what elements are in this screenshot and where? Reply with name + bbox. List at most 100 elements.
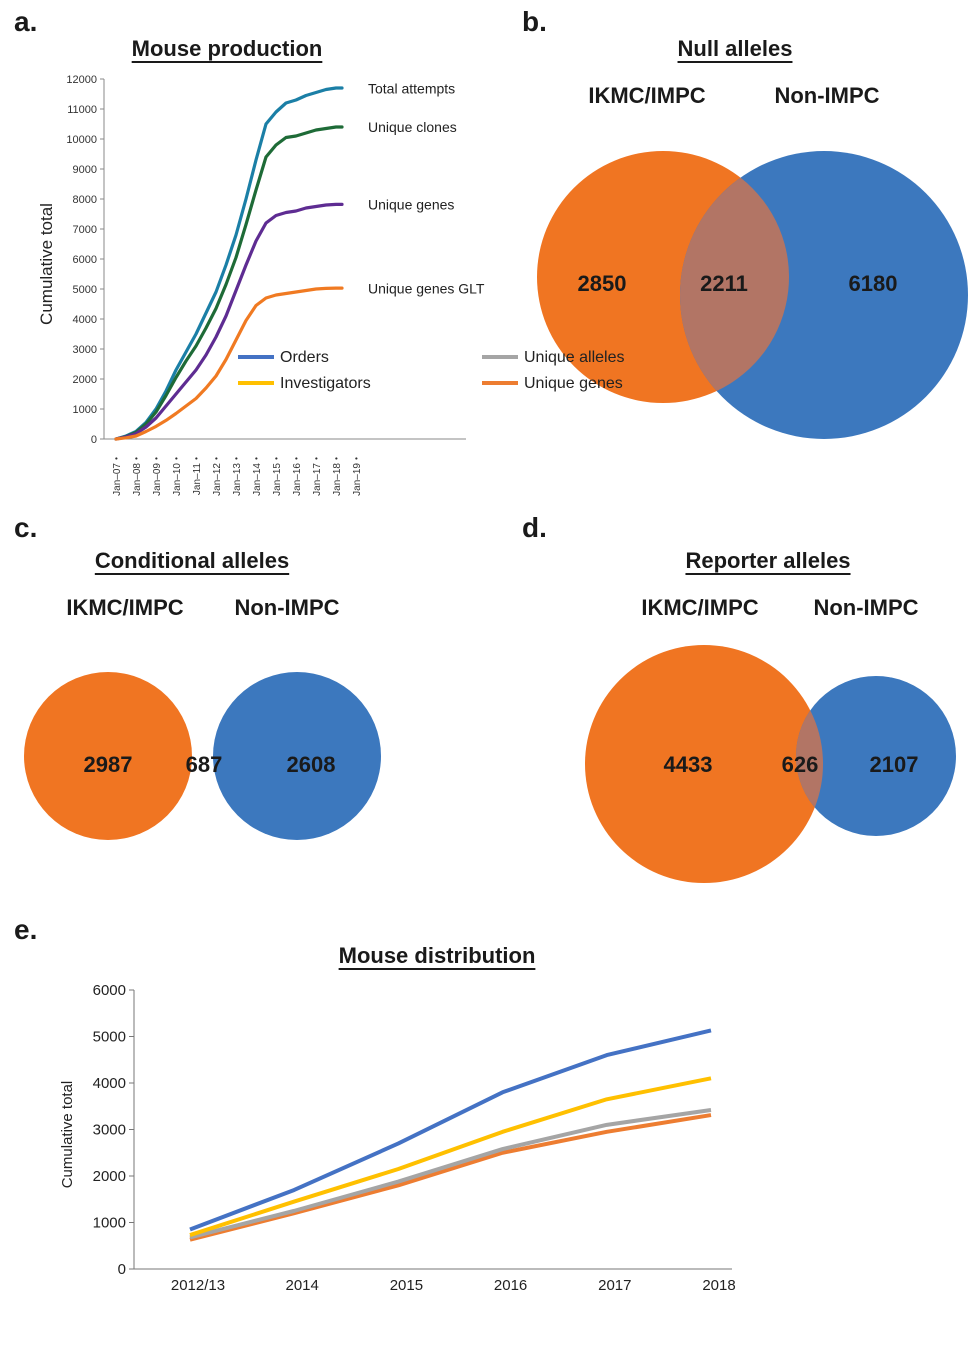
x-tick-label: Jan–10 (172, 463, 183, 496)
venn-right-count: 2608 (287, 752, 336, 777)
x-tick-dot: • (172, 457, 181, 460)
mouse-production-chart: 0 1000 2000 3000 4000 5000 6000 7000 8000 9000 100… (37, 74, 485, 496)
x-tick-label: 2014 (286, 1277, 319, 1294)
x-tick-dot: • (352, 457, 361, 460)
venn-left-circle (24, 672, 192, 840)
legend-label: Orders (280, 349, 329, 366)
y-tick-label: 11000 (67, 104, 97, 116)
venn-left-count: 2850 (578, 271, 627, 296)
x-tick-dot: • (332, 457, 341, 460)
y-tick-label: 2000 (93, 1168, 126, 1185)
reporter-alleles-title: Reporter alleles (685, 548, 851, 573)
panel-letter-e: e. (14, 914, 38, 945)
x-tick-dot: • (132, 457, 141, 460)
x-tick-dot: • (192, 457, 201, 460)
x-tick-dot: • (232, 457, 241, 460)
y-tick-label: 1000 (73, 404, 97, 416)
venn-left-count: 2987 (84, 752, 133, 777)
x-tick-label: Jan–15 (272, 463, 283, 496)
y-tick-label: 0 (118, 1261, 126, 1278)
x-tick-label: Jan–16 (292, 463, 303, 496)
x-tick-label: Jan–09 (152, 463, 163, 496)
series-line (189, 1028, 712, 1232)
x-tick-label: Jan–11 (192, 463, 203, 496)
conditional-right-set-label: Non-IMPC (234, 595, 340, 620)
x-tick-label: 2012/13 (171, 1277, 225, 1294)
conditional-alleles-title: Conditional alleles (94, 548, 290, 573)
reporter-right-set-label: Non-IMPC (813, 595, 919, 620)
series-label: Unique genes GLT (368, 280, 485, 296)
x-tick-label: Jan–18 (332, 463, 343, 496)
y-tick-label: 6000 (73, 254, 97, 266)
series-line (114, 86, 344, 441)
legend-label: Investigators (280, 375, 371, 392)
series-label: Total attempts (368, 80, 455, 96)
venn-right-count: 6180 (849, 271, 898, 296)
venn-right-count: 2107 (870, 752, 919, 777)
venn-overlap-region (796, 710, 823, 808)
x-tick-label: 2015 (390, 1277, 423, 1294)
series-line (114, 286, 344, 441)
x-tick-label: 2016 (494, 1277, 527, 1294)
y-tick-label: 1000 (93, 1215, 126, 1232)
venn-right-circle (796, 676, 956, 836)
x-tick-dot: • (112, 457, 121, 460)
y-tick-label: 9000 (73, 164, 97, 176)
x-tick-label: Jan–07 (112, 463, 123, 496)
reporter-alleles-venn: 4433 626 2107 (585, 645, 956, 883)
conditional-alleles-venn: 2987 687 2608 (24, 672, 381, 840)
series-label: Unique genes (368, 197, 454, 213)
mouse-distribution-title: Mouse distribution (338, 943, 536, 968)
y-tick-label: 0 (91, 434, 97, 446)
mouse-distribution-chart: 0 1000 2000 3000 4000 5000 6000 2012/13 2014 2015… (59, 349, 736, 1294)
null-left-set-label: IKMC/IMPC (588, 83, 706, 108)
x-tick-label: Jan–12 (212, 463, 223, 496)
y-tick-label: 4000 (73, 314, 97, 326)
x-tick-dot: • (212, 457, 221, 460)
x-tick-dot: • (272, 457, 281, 460)
y-tick-label: 10000 (66, 134, 97, 146)
series-line (114, 125, 344, 441)
null-alleles-title: Null alleles (677, 36, 793, 61)
venn-overlap-count: 2211 (700, 271, 748, 296)
x-tick-dot: • (292, 457, 301, 460)
x-tick-label: Jan–19 (352, 463, 363, 496)
x-tick-label: Jan–08 (132, 463, 143, 496)
y-tick-label: 6000 (93, 982, 126, 999)
y-tick-label: 4000 (93, 1075, 126, 1092)
series-label: Unique clones (368, 119, 457, 135)
mouse-production-title: Mouse production (131, 36, 323, 61)
venn-left-circle (585, 645, 823, 883)
y-tick-label: 5000 (73, 284, 97, 296)
y-axis-label: Cumulative total (59, 1081, 76, 1189)
panel-letter-d: d. (522, 512, 547, 543)
y-tick-label: 2000 (73, 374, 97, 386)
legend-label: Unique alleles (524, 349, 625, 366)
panel-letter-a: a. (14, 6, 38, 37)
series-line (189, 1113, 712, 1242)
y-axis-label: Cumulative total (37, 203, 56, 325)
y-tick-label: 3000 (73, 344, 97, 356)
null-right-set-label: Non-IMPC (774, 83, 880, 108)
x-tick-label: Jan–13 (232, 463, 243, 496)
series-line (114, 202, 344, 441)
y-tick-label: 8000 (73, 194, 97, 206)
x-tick-dot: • (312, 457, 321, 460)
venn-overlap-count: 626 (782, 752, 819, 777)
x-tick-dot: • (152, 457, 161, 460)
venn-overlap-count: 687 (186, 752, 223, 777)
x-tick-label: 2017 (598, 1277, 631, 1294)
x-tick-label: Jan–14 (252, 463, 263, 496)
reporter-left-set-label: IKMC/IMPC (641, 595, 759, 620)
series-line (189, 1107, 712, 1240)
null-alleles-venn: 2850 2211 6180 (537, 151, 968, 439)
y-tick-label: 3000 (93, 1122, 126, 1139)
y-tick-label: 12000 (66, 74, 97, 86)
x-tick-label: Jan–17 (312, 463, 323, 496)
conditional-left-set-label: IKMC/IMPC (66, 595, 184, 620)
panel-letter-c: c. (14, 512, 38, 543)
venn-overlap-region (680, 177, 789, 391)
y-tick-label: 7000 (73, 224, 97, 236)
y-tick-label: 5000 (93, 1029, 126, 1046)
legend-label: Unique genes (524, 375, 623, 392)
